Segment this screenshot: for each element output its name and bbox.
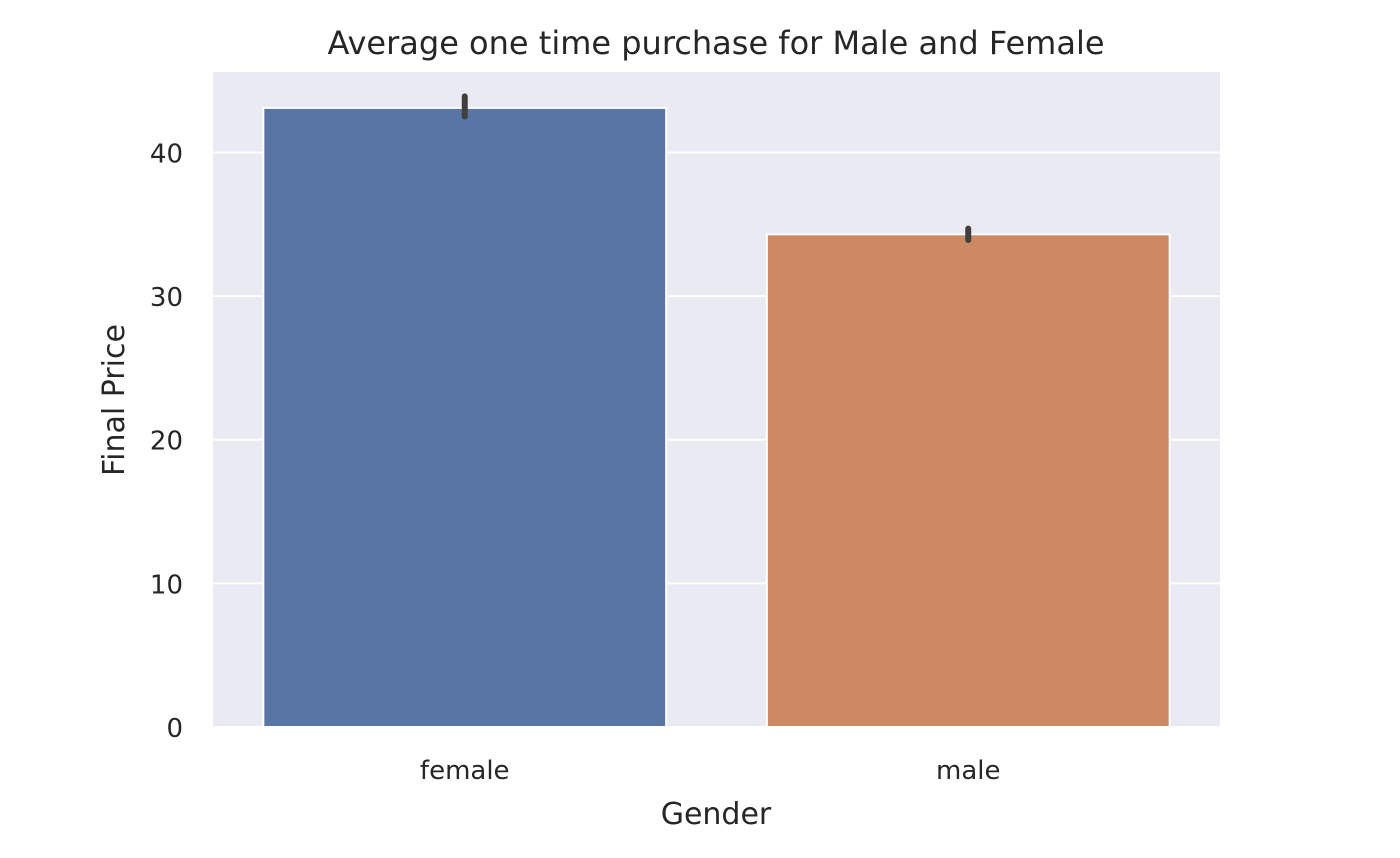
chart-title: Average one time purchase for Male and F… (327, 24, 1104, 62)
y-tick-label: 40 (150, 139, 183, 169)
y-tick-label: 10 (150, 570, 183, 600)
y-tick-label: 30 (150, 283, 183, 313)
y-tick-labels: 0 10 20 30 40 (150, 139, 183, 744)
y-tick-label: 0 (166, 714, 183, 744)
x-tick-label-female: female (420, 756, 510, 786)
error-bars (461, 93, 972, 244)
y-tick-label: 20 (150, 427, 183, 457)
x-tick-labels: female male (420, 756, 1001, 786)
bar-female (262, 106, 668, 728)
bar-male (765, 233, 1171, 728)
x-axis-label: Gender (661, 797, 772, 832)
bars (262, 106, 1171, 728)
x-tick-label-male: male (936, 756, 1000, 786)
y-axis-label: Final Price (97, 324, 132, 476)
